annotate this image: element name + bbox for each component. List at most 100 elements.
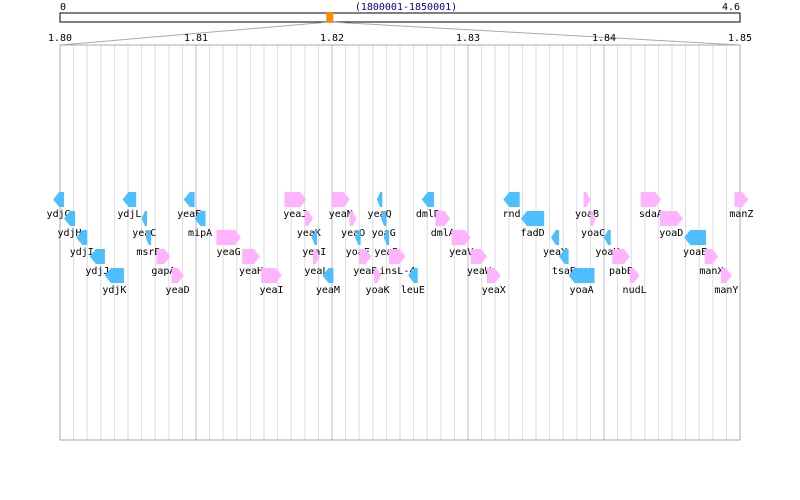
gene-label[interactable]: manZ	[729, 209, 753, 220]
gene-msrB[interactable]: msrB	[136, 230, 160, 258]
gene-label[interactable]: yeaG	[217, 247, 241, 258]
gene-arrow[interactable]	[183, 192, 195, 207]
gene-rnd[interactable]: rnd	[502, 192, 521, 220]
gene-arrow[interactable]	[734, 192, 749, 207]
gene-arrow[interactable]	[141, 211, 147, 226]
gene-label[interactable]: tsaB	[552, 266, 576, 277]
gene-label[interactable]: ydjL	[117, 209, 141, 220]
window-locator[interactable]	[326, 12, 334, 23]
gene-label[interactable]: yeaL	[304, 266, 328, 277]
gene-yeaL[interactable]: yeaL	[304, 249, 328, 277]
gene-arrow[interactable]	[451, 230, 471, 245]
gene-tsaB[interactable]: tsaB	[552, 249, 576, 277]
overview-range-link[interactable]: (1800001-1850001)	[355, 2, 457, 13]
gene-label[interactable]: yeaR	[374, 247, 399, 258]
gene-arrow[interactable]	[171, 268, 184, 283]
gene-yoaE[interactable]: yoaE	[683, 230, 707, 258]
gene-arrow[interactable]	[381, 211, 387, 226]
gene-yeaV[interactable]: yeaV	[449, 230, 473, 258]
gene-label[interactable]: yeaE	[177, 209, 201, 220]
gene-manX[interactable]: manX	[699, 249, 723, 277]
gene-arrow[interactable]	[684, 230, 706, 245]
gene-label[interactable]: yoaK	[366, 285, 390, 296]
gene-yeaP[interactable]: yeaP	[353, 249, 377, 277]
gene-arrow[interactable]	[261, 268, 282, 283]
gene-label[interactable]: yeaK	[297, 228, 321, 239]
gene-label[interactable]: yoaB	[575, 209, 599, 220]
gene-yeaH[interactable]: yeaH	[239, 249, 263, 277]
gene-arrow[interactable]	[389, 249, 406, 264]
gene-label[interactable]: ydjG	[47, 209, 71, 220]
gene-label[interactable]: pabB	[609, 266, 633, 277]
gene-arrow[interactable]	[640, 192, 662, 207]
gene-mipA[interactable]: mipA	[188, 211, 212, 239]
gene-label[interactable]: ydjI	[70, 247, 94, 258]
gene-label[interactable]: yeaV	[449, 247, 473, 258]
gene-ydjI[interactable]: ydjI	[70, 230, 94, 258]
gene-ydjH[interactable]: ydjH	[57, 211, 82, 239]
gene-pabB[interactable]: pabB	[609, 249, 633, 277]
gene-arrow[interactable]	[590, 211, 596, 226]
gene-arrow[interactable]	[470, 249, 487, 264]
gene-arrow[interactable]	[612, 249, 630, 264]
gene-nudL[interactable]: nudL	[623, 268, 647, 296]
gene-yeaR[interactable]: yeaR	[374, 230, 399, 258]
gene-sdaA[interactable]: sdaA	[639, 192, 663, 220]
gene-yeaQ[interactable]: yeaQ	[368, 192, 392, 220]
gene-arrow[interactable]	[145, 230, 152, 245]
gene-arrow[interactable]	[568, 268, 595, 283]
gene-dmlA[interactable]: dmlA	[431, 211, 455, 239]
gene-dmlR[interactable]: dmlR	[416, 192, 441, 220]
gene-yeaM[interactable]: yeaM	[316, 268, 340, 296]
gene-label[interactable]: dmlR	[416, 209, 441, 220]
gene-label[interactable]: yeaY	[543, 247, 567, 258]
gene-yeaK[interactable]: yeaK	[297, 211, 321, 239]
gene-arrow[interactable]	[487, 268, 501, 283]
gene-arrow[interactable]	[355, 230, 361, 245]
gene-ydjK[interactable]: ydjK	[102, 268, 126, 296]
gene-arrow[interactable]	[583, 192, 591, 207]
gene-arrow[interactable]	[313, 249, 320, 264]
gene-label[interactable]: rnd	[502, 209, 520, 220]
gene-yoaH[interactable]: yoaH	[595, 230, 619, 258]
gene-label[interactable]: msrB	[136, 247, 160, 258]
gene-leuE[interactable]: leuE	[401, 268, 425, 296]
gene-ydjL[interactable]: ydjL	[117, 192, 141, 220]
gene-label[interactable]: yeaP	[353, 266, 377, 277]
gene-yeaW[interactable]: yeaW	[467, 249, 492, 277]
gene-arrow[interactable]	[322, 268, 334, 283]
gene-arrow[interactable]	[435, 211, 451, 226]
gene-label[interactable]: ydjJ	[85, 266, 109, 277]
gene-arrow[interactable]	[359, 249, 372, 264]
gene-yoaC[interactable]: yoaC	[581, 211, 605, 239]
gene-label[interactable]: yeaX	[482, 285, 506, 296]
gene-insL-4[interactable]: insL-4	[379, 249, 415, 277]
gene-label[interactable]: yoaF	[346, 247, 370, 258]
gene-yeaI[interactable]: yeaI	[259, 268, 284, 296]
gene-label[interactable]: yeaJ	[283, 209, 307, 220]
gene-manY[interactable]: manY	[714, 268, 738, 296]
gene-arrow[interactable]	[604, 230, 611, 245]
gene-yoaB[interactable]: yoaB	[575, 192, 599, 220]
gene-arrow[interactable]	[104, 268, 124, 283]
gene-label[interactable]: nudL	[623, 285, 647, 296]
gene-label[interactable]: manX	[699, 266, 723, 277]
gene-yeaG[interactable]: yeaG	[216, 230, 241, 258]
gene-label[interactable]: ydjK	[102, 285, 126, 296]
gene-label[interactable]: mipA	[188, 228, 212, 239]
gene-label[interactable]: dmlA	[431, 228, 455, 239]
gene-arrow[interactable]	[374, 268, 381, 283]
gene-label[interactable]: yoaC	[581, 228, 605, 239]
gene-label[interactable]: yoaA	[570, 285, 594, 296]
gene-yoaA[interactable]: yoaA	[568, 268, 595, 296]
gene-label[interactable]: yoaD	[659, 228, 683, 239]
gene-arrow[interactable]	[194, 211, 206, 226]
gene-arrow[interactable]	[551, 230, 560, 245]
gene-label[interactable]: fadD	[521, 228, 545, 239]
gene-arrow[interactable]	[421, 192, 434, 207]
gene-ydjJ[interactable]: ydjJ	[85, 249, 109, 277]
gene-yoaK[interactable]: yoaK	[366, 268, 390, 296]
gene-label[interactable]: yoaG	[372, 228, 396, 239]
gene-arrow[interactable]	[721, 268, 732, 283]
gene-arrow[interactable]	[304, 211, 313, 226]
